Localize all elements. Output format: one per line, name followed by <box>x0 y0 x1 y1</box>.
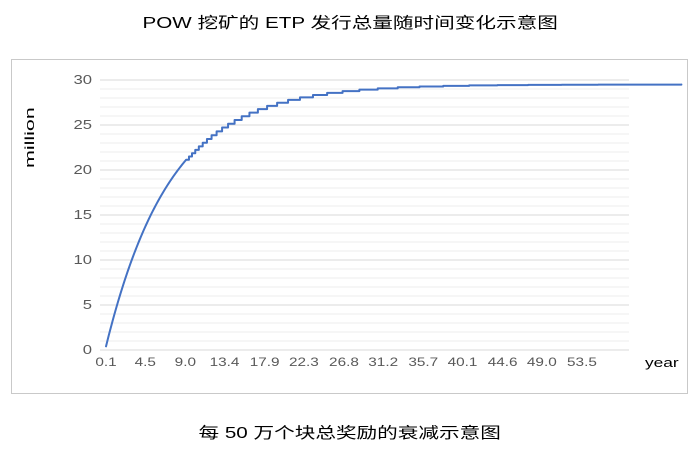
svg-text:year: year <box>645 356 679 370</box>
svg-text:26.8: 26.8 <box>329 356 359 369</box>
svg-text:22.3: 22.3 <box>289 356 319 369</box>
svg-text:0.1: 0.1 <box>95 356 116 369</box>
svg-text:15: 15 <box>73 209 92 223</box>
svg-text:5: 5 <box>83 299 92 313</box>
svg-text:31.2: 31.2 <box>368 356 398 369</box>
svg-text:4.5: 4.5 <box>135 356 156 369</box>
svg-text:13.4: 13.4 <box>210 356 240 369</box>
svg-text:35.7: 35.7 <box>408 356 438 369</box>
svg-text:30: 30 <box>73 74 92 88</box>
svg-text:10: 10 <box>73 254 92 268</box>
svg-text:25: 25 <box>73 119 92 133</box>
svg-text:9.0: 9.0 <box>175 356 196 369</box>
svg-text:17.9: 17.9 <box>250 356 280 369</box>
svg-text:53.5: 53.5 <box>567 356 597 369</box>
svg-text:44.6: 44.6 <box>488 356 518 369</box>
svg-text:0: 0 <box>83 344 92 358</box>
svg-text:49.0: 49.0 <box>527 356 557 369</box>
svg-text:40.1: 40.1 <box>448 356 478 369</box>
